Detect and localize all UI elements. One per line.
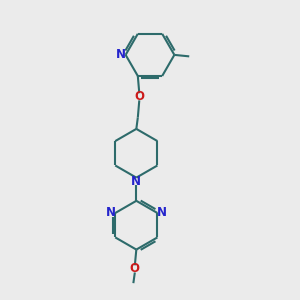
Text: O: O xyxy=(130,262,140,275)
Text: N: N xyxy=(157,206,166,219)
Text: N: N xyxy=(106,206,116,219)
Text: N: N xyxy=(116,48,126,62)
Text: O: O xyxy=(134,90,144,103)
Text: N: N xyxy=(131,175,141,188)
